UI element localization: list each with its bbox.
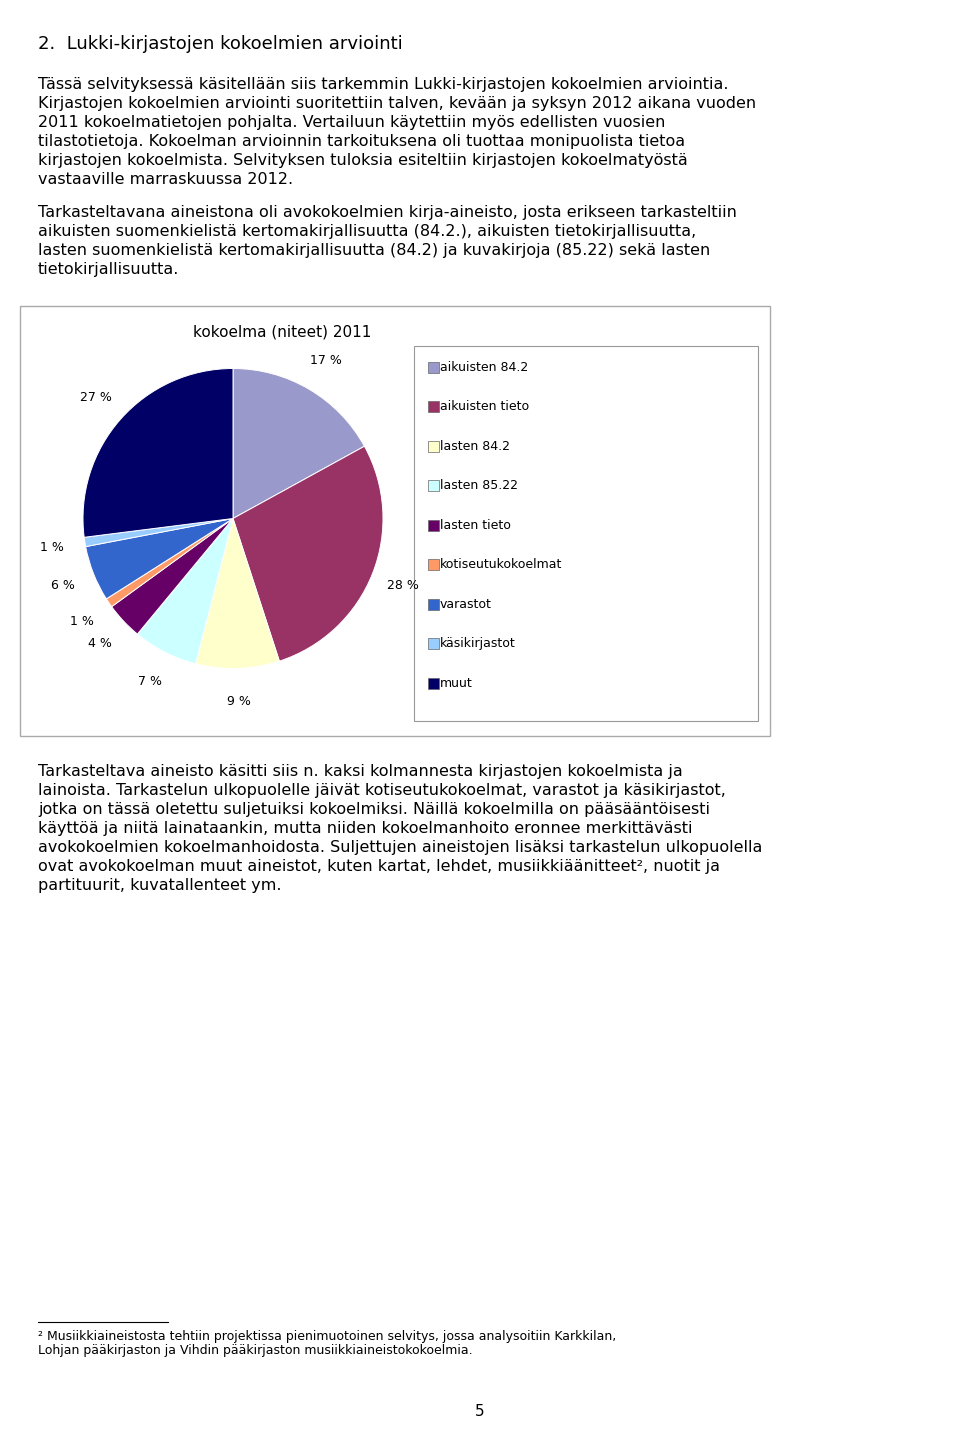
- Text: tilastotietoja. Kokoelman arvioinnin tarkoituksena oli tuottaa monipuolista tiet: tilastotietoja. Kokoelman arvioinnin tar…: [38, 133, 685, 149]
- Text: varastot: varastot: [440, 597, 492, 610]
- Text: 1 %: 1 %: [40, 541, 64, 554]
- Bar: [428, 677, 439, 689]
- Text: 7 %: 7 %: [138, 676, 162, 689]
- Text: jotka on tässä oletettu suljetuiksi kokoelmiksi. Näillä kokoelmilla on pääsääntö: jotka on tässä oletettu suljetuiksi koko…: [38, 802, 710, 816]
- Bar: [414, 347, 758, 721]
- Text: 2011 kokoelmatietojen pohjalta. Vertailuun käytettiin myös edellisten vuosien: 2011 kokoelmatietojen pohjalta. Vertailu…: [38, 115, 665, 130]
- Text: ² Musiikkiaineistosta tehtiin projektissa pienimuotoinen selvitys, jossa analyso: ² Musiikkiaineistosta tehtiin projektiss…: [38, 1330, 616, 1343]
- Text: avokokoelmien kokoelmanhoidosta. Suljettujen aineistojen lisäksi tarkastelun ulk: avokokoelmien kokoelmanhoidosta. Suljett…: [38, 840, 762, 856]
- Bar: [428, 599, 439, 609]
- Wedge shape: [84, 519, 233, 547]
- Text: käyttöä ja niitä lainataankin, mutta niiden kokoelmanhoito eronnee merkittävästi: käyttöä ja niitä lainataankin, mutta nii…: [38, 821, 692, 837]
- Bar: [428, 560, 439, 570]
- Text: 1 %: 1 %: [70, 615, 93, 628]
- Wedge shape: [233, 447, 383, 661]
- Wedge shape: [196, 519, 279, 668]
- Text: lasten suomenkielistä kertomakirjallisuutta (84.2) ja kuvakirjoja (85.22) sekä l: lasten suomenkielistä kertomakirjallisuu…: [38, 244, 710, 258]
- Wedge shape: [233, 368, 365, 519]
- Text: kokoelma (niteet) 2011: kokoelma (niteet) 2011: [193, 323, 372, 339]
- Text: 9 %: 9 %: [227, 695, 251, 708]
- Text: tietokirjallisuutta.: tietokirjallisuutta.: [38, 262, 180, 277]
- Wedge shape: [85, 519, 233, 599]
- Text: 5: 5: [475, 1405, 485, 1420]
- Text: muut: muut: [440, 677, 472, 690]
- Text: 27 %: 27 %: [80, 392, 111, 405]
- Text: aikuisten 84.2: aikuisten 84.2: [440, 361, 528, 374]
- Text: kotiseutukokoelmat: kotiseutukokoelmat: [440, 558, 563, 571]
- Bar: [428, 480, 439, 492]
- Text: Tarkasteltava aineisto käsitti siis n. kaksi kolmannesta kirjastojen kokoelmista: Tarkasteltava aineisto käsitti siis n. k…: [38, 764, 683, 779]
- Bar: [428, 441, 439, 452]
- Wedge shape: [83, 368, 233, 538]
- Text: lasten tieto: lasten tieto: [440, 519, 511, 532]
- Text: aikuisten tieto: aikuisten tieto: [440, 400, 529, 413]
- Text: Kirjastojen kokoelmien arviointi suoritettiin talven, kevään ja syksyn 2012 aika: Kirjastojen kokoelmien arviointi suorite…: [38, 96, 756, 112]
- Text: Tässä selvityksessä käsitellään siis tarkemmin Lukki-kirjastojen kokoelmien arvi: Tässä selvityksessä käsitellään siis tar…: [38, 77, 729, 91]
- Text: 6 %: 6 %: [51, 580, 75, 593]
- Text: partituurit, kuvatallenteet ym.: partituurit, kuvatallenteet ym.: [38, 879, 281, 893]
- Text: lasten 84.2: lasten 84.2: [440, 439, 510, 452]
- Wedge shape: [111, 519, 233, 634]
- Text: 4 %: 4 %: [87, 637, 111, 650]
- Bar: [20, 306, 770, 737]
- Text: 17 %: 17 %: [310, 354, 342, 367]
- Text: lainoista. Tarkastelun ulkopuolelle jäivät kotiseutukokoelmat, varastot ja käsik: lainoista. Tarkastelun ulkopuolelle jäiv…: [38, 783, 726, 798]
- Bar: [428, 402, 439, 412]
- Text: käsikirjastot: käsikirjastot: [440, 637, 516, 650]
- Wedge shape: [107, 519, 233, 606]
- Bar: [428, 638, 439, 650]
- Wedge shape: [137, 519, 233, 664]
- Text: vastaaville marraskuussa 2012.: vastaaville marraskuussa 2012.: [38, 173, 293, 187]
- Text: Lohjan pääkirjaston ja Vihdin pääkirjaston musiikkiaineistokokoelmia.: Lohjan pääkirjaston ja Vihdin pääkirjast…: [38, 1344, 472, 1357]
- Text: ovat avokokoelman muut aineistot, kuten kartat, lehdet, musiikkiäänitteet², nuot: ovat avokokoelman muut aineistot, kuten …: [38, 858, 720, 874]
- Bar: [428, 519, 439, 531]
- Text: Tarkasteltavana aineistona oli avokokoelmien kirja-aineisto, josta erikseen tark: Tarkasteltavana aineistona oli avokokoel…: [38, 204, 737, 220]
- Bar: [428, 362, 439, 373]
- Text: kirjastojen kokoelmista. Selvityksen tuloksia esiteltiin kirjastojen kokoelmatyö: kirjastojen kokoelmista. Selvityksen tul…: [38, 154, 687, 168]
- Text: lasten 85.22: lasten 85.22: [440, 480, 517, 493]
- Text: aikuisten suomenkielistä kertomakirjallisuutta (84.2.), aikuisten tietokirjallis: aikuisten suomenkielistä kertomakirjalli…: [38, 223, 696, 239]
- Text: 2.  Lukki-kirjastojen kokoelmien arviointi: 2. Lukki-kirjastojen kokoelmien arvioint…: [38, 35, 403, 54]
- Text: 28 %: 28 %: [387, 580, 420, 593]
